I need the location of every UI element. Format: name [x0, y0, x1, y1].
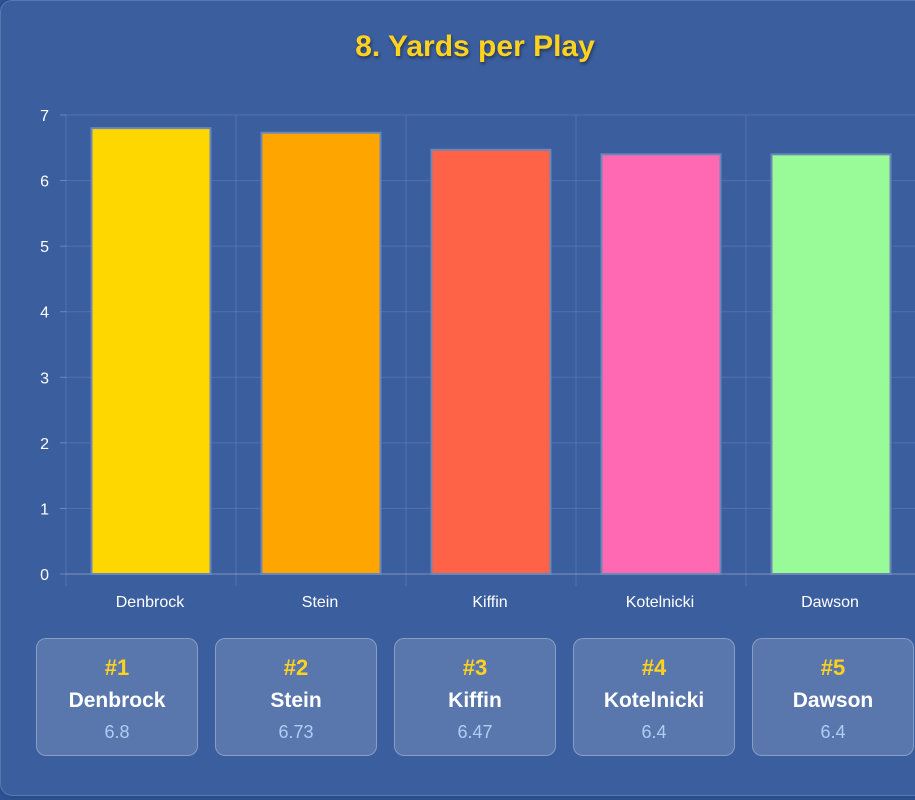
bar-dawson [770, 153, 892, 575]
y-tick-label: 6 [40, 174, 49, 191]
bar-kotelnicki [600, 153, 722, 575]
stat-name: Stein [270, 689, 322, 712]
stat-rank: #4 [641, 655, 667, 680]
bar-denbrock [90, 127, 212, 575]
x-tick-label: Dawson [801, 594, 859, 611]
y-tick-label: 7 [40, 108, 49, 125]
stat-value: 6.4 [820, 722, 846, 742]
stat-card-2: #2 Stein 6.73 [215, 638, 377, 756]
stat-value: 6.47 [457, 722, 493, 742]
stat-name: Dawson [792, 689, 874, 712]
y-tick-label: 1 [40, 501, 49, 518]
stat-value: 6.73 [278, 722, 314, 742]
x-tick-label: Denbrock [116, 594, 185, 611]
stat-rank: #3 [462, 655, 488, 680]
stat-card-5: #5 Dawson 6.4 [752, 638, 914, 756]
stat-card-4: #4 Kotelnicki 6.4 [573, 638, 735, 756]
y-tick-label: 2 [40, 436, 49, 453]
stat-card-3: #3 Kiffin 6.47 [394, 638, 556, 756]
stat-rank: #5 [820, 655, 846, 680]
y-tick-label: 5 [40, 239, 49, 256]
y-tick-label: 3 [40, 370, 49, 387]
x-tick-label: Kotelnicki [626, 594, 694, 611]
x-tick-label: Stein [302, 594, 338, 611]
stat-name: Kotelnicki [603, 689, 705, 712]
stat-name: Denbrock [68, 689, 166, 712]
stat-card-1: #1 Denbrock 6.8 [36, 638, 198, 756]
y-tick-label: 4 [40, 305, 49, 322]
stat-name: Kiffin [448, 689, 502, 712]
stat-value: 6.4 [641, 722, 667, 742]
bar-stein [260, 131, 382, 575]
bar-chart: 0 1 2 3 4 5 6 7 Denbrock Stein Kiffin Kotelnicki Daw… [40, 108, 915, 611]
chart-title: 8. Yards per Play [355, 30, 595, 63]
stat-rank: #1 [104, 655, 130, 680]
x-tick-label: Kiffin [472, 594, 507, 611]
bar-kiffin [430, 148, 552, 575]
y-tick-label: 0 [40, 567, 49, 584]
stat-value: 6.8 [104, 722, 130, 742]
stat-rank: #2 [283, 655, 309, 680]
